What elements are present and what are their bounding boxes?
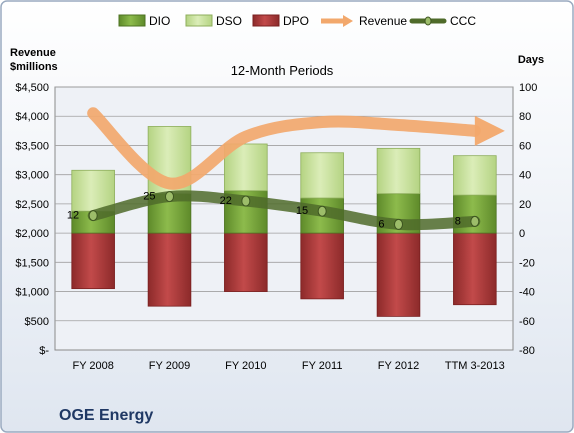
left-axis-title-line1: Revenue: [10, 47, 56, 59]
legend-label-dso: DSO: [216, 14, 242, 28]
revenue-line: [87, 107, 481, 190]
x-tick-label: FY 2010: [225, 360, 266, 372]
stacked-bars: [71, 126, 497, 317]
x-tick-label: FY 2012: [378, 360, 419, 372]
bar-dso: [453, 155, 497, 196]
right-axis-ticks: -80 -60 -40 -20 0 20 40 60 80 100: [519, 82, 537, 357]
left-tick-label: $3,000: [15, 170, 49, 182]
ccc-data-label: 12: [67, 210, 79, 222]
legend-swatch-dpo: [252, 14, 280, 27]
x-tick-label: FY 2011: [302, 360, 343, 372]
gridlines: [55, 86, 513, 322]
right-tick-label: 80: [519, 111, 531, 123]
right-tick-label: 0: [519, 228, 525, 240]
left-tick-label: $4,500: [15, 82, 49, 94]
x-tick-label: FY 2009: [149, 360, 190, 372]
ccc-point: [317, 205, 327, 217]
bar-dso: [71, 169, 115, 212]
right-tick-label: -80: [519, 345, 535, 357]
left-axis-ticks: $- $500 $1,000 $1,500 $2,000 $2,500 $3,000 $3,5…: [15, 82, 49, 357]
revenue-arrowhead: [474, 115, 505, 146]
legend-marker-ccc: [424, 16, 432, 26]
right-tick-label: 20: [519, 199, 531, 211]
legend-label-dio: DIO: [149, 14, 170, 28]
legend-arrow-revenue: [343, 15, 353, 27]
left-tick-label: $4,000: [15, 111, 49, 123]
left-tick-label: $1,000: [15, 287, 49, 299]
ccc-data-label: 25: [143, 191, 155, 203]
right-tick-label: -60: [519, 316, 535, 328]
left-tick-label: $2,000: [15, 228, 49, 240]
legend-label-dpo: DPO: [283, 14, 309, 28]
bar-dpo: [147, 232, 192, 307]
ccc-line: [87, 190, 481, 231]
left-tick-label: $3,500: [15, 140, 49, 152]
ccc-data-label: 15: [296, 205, 308, 217]
left-tick-label: $500: [25, 316, 49, 328]
ccc-point: [241, 195, 251, 207]
line-series: 12 25 22 15 6 8: [67, 107, 505, 231]
right-tick-label: 100: [519, 82, 537, 94]
ccc-point: [470, 215, 480, 227]
left-axis-title-line2: $millions: [10, 61, 58, 73]
left-tick-label: $2,500: [15, 199, 49, 211]
x-tick-label: TTM 3-2013: [445, 360, 505, 372]
ccc-data-label: 8: [455, 215, 461, 227]
bar-dpo: [71, 232, 115, 290]
legend-label-ccc: CCC: [450, 14, 476, 28]
ccc-point: [394, 218, 403, 230]
legend-swatch-dso: [185, 14, 213, 27]
right-axis-title: Days: [518, 54, 544, 66]
bar-dpo: [300, 232, 344, 300]
ccc-data-label: 22: [220, 195, 232, 207]
ccc-data-label: 6: [378, 218, 384, 230]
bar-dpo: [453, 232, 497, 306]
left-tick-label: $1,500: [15, 257, 49, 269]
left-tick-label: $-: [39, 345, 49, 357]
legend: DIO DSO DPO Revenue CCC: [118, 14, 476, 28]
right-tick-label: -40: [519, 287, 535, 299]
bar-dso: [376, 147, 421, 195]
company-name: OGE Energy: [59, 407, 153, 424]
legend-label-revenue: Revenue: [359, 14, 407, 28]
bar-dpo: [224, 232, 268, 292]
ccc-point: [88, 210, 98, 222]
right-tick-label: 40: [519, 170, 531, 182]
right-tick-label: -20: [519, 257, 535, 269]
ccc-point: [165, 191, 174, 203]
x-tick-label: FY 2008: [72, 360, 113, 372]
chart-subtitle: 12-Month Periods: [231, 63, 334, 78]
right-tick-label: 60: [519, 140, 531, 152]
bar-dso: [300, 152, 344, 199]
legend-swatch-dio: [118, 14, 146, 27]
x-axis-ticks: FY 2008 FY 2009 FY 2010 FY 2011 FY 2012 TTM 3…: [72, 360, 504, 372]
bar-dpo: [376, 232, 421, 317]
